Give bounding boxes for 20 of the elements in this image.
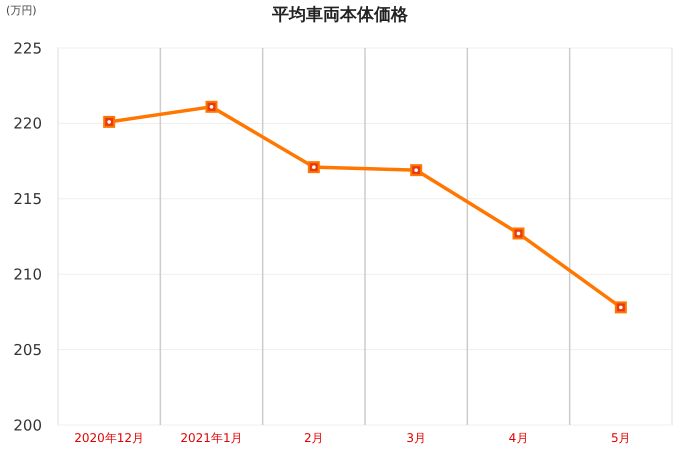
- x-tick-label: 4月: [508, 431, 528, 445]
- x-tick-label: 2021年1月: [180, 431, 243, 445]
- x-tick-label: 3月: [406, 431, 426, 445]
- point: [512, 227, 524, 240]
- x-tick-label: 2020年12月: [74, 431, 144, 445]
- y-tick-label: 210: [13, 265, 42, 284]
- chart-title: 平均車両本体価格: [271, 5, 409, 25]
- y-tick-label: 220: [13, 114, 42, 133]
- point: [206, 100, 218, 113]
- point: [103, 116, 116, 128]
- x-tick-label: 2月: [304, 431, 324, 445]
- x-tick-label: 5月: [611, 431, 631, 445]
- y-tick-label: 205: [13, 340, 42, 359]
- y-tick-label: 215: [13, 190, 42, 208]
- y-tick-label: 225: [13, 39, 42, 58]
- y-tick-label: 200: [13, 416, 42, 434]
- point: [308, 161, 320, 174]
- point: [614, 301, 627, 314]
- y-axis-title: (万円): [6, 4, 37, 17]
- point: [410, 164, 422, 176]
